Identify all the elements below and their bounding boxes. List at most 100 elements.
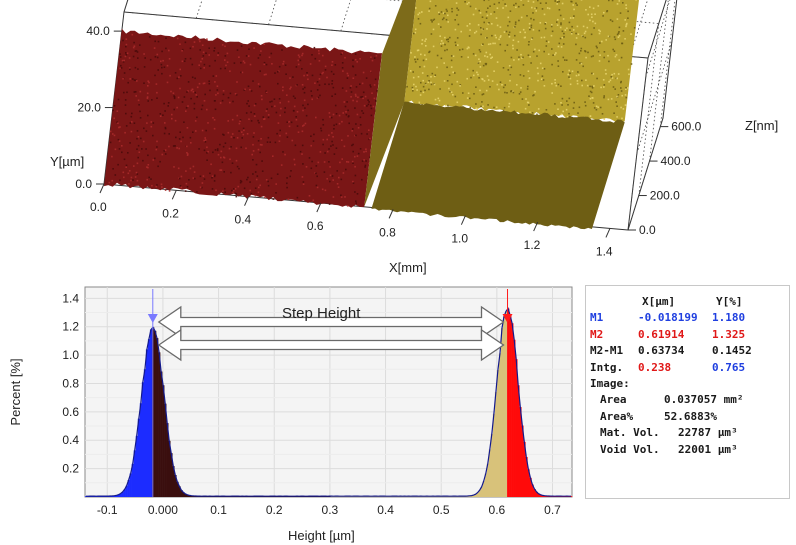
- surface-speckle: [318, 52, 320, 55]
- surface-step-wall: [364, 0, 417, 207]
- surface-speckle: [271, 100, 273, 103]
- surface-speckle: [512, 91, 515, 94]
- surface-speckle: [615, 101, 617, 103]
- surface-speckle: [193, 171, 196, 173]
- surface-speckle: [160, 183, 163, 186]
- histogram-bar: [123, 489, 126, 497]
- surface-speckle: [507, 16, 510, 19]
- surface-speckle: [329, 174, 332, 177]
- surface-speckle: [165, 47, 167, 50]
- surface-speckle: [132, 78, 134, 80]
- surface-speckle: [364, 166, 366, 168]
- surface-speckle: [519, 91, 522, 93]
- surface-speckle: [246, 178, 248, 181]
- surface-speckle: [337, 186, 340, 188]
- surface-speckle: [286, 94, 288, 96]
- surface-speckle: [124, 104, 127, 106]
- surface-speckle: [164, 127, 167, 130]
- surface-speckle: [575, 43, 577, 46]
- histogram-bar: [476, 492, 479, 497]
- surface-speckle: [418, 101, 421, 104]
- surface-speckle: [192, 177, 195, 179]
- surface-speckle: [558, 0, 560, 3]
- surface-speckle: [347, 135, 349, 137]
- surface-speckle: [224, 191, 226, 193]
- surface-speckle: [328, 83, 330, 86]
- surface-speckle: [421, 43, 423, 45]
- surface-speckle: [454, 95, 457, 98]
- surface-speckle: [142, 140, 145, 143]
- surface-speckle: [596, 77, 598, 80]
- surface-speckle: [276, 173, 279, 175]
- surface-speckle: [260, 138, 262, 140]
- surface-speckle: [265, 63, 268, 66]
- histogram-bar: [172, 466, 175, 497]
- surface-speckle: [119, 179, 121, 182]
- surface-speckle: [137, 156, 139, 159]
- surface-speckle: [344, 105, 347, 108]
- surface-speckle: [409, 70, 412, 72]
- info-void-vol-row: Void Vol. 22001 µm³: [590, 442, 789, 458]
- surface-speckle: [466, 77, 468, 80]
- surface-speckle: [460, 56, 463, 58]
- surface-speckle: [580, 50, 582, 52]
- surface-speckle: [297, 63, 300, 66]
- y-tick-label: 0.6: [62, 405, 79, 419]
- surface-speckle: [230, 171, 232, 174]
- surface-speckle: [348, 115, 350, 117]
- surface-speckle: [229, 70, 231, 72]
- surface-speckle: [132, 55, 135, 58]
- surface-speckle: [413, 32, 415, 35]
- surface-speckle: [522, 64, 525, 66]
- surface-speckle: [482, 28, 485, 30]
- surface-speckle: [217, 52, 220, 54]
- surface-speckle: [603, 11, 605, 14]
- surface-speckle: [352, 128, 354, 130]
- surface-speckle: [625, 4, 627, 6]
- surface-speckle: [294, 97, 296, 99]
- surface-speckle: [524, 31, 526, 34]
- surface-speckle: [318, 50, 320, 52]
- surface-speckle: [414, 58, 416, 61]
- surface-speckle: [221, 99, 224, 102]
- histogram-bar: [121, 492, 124, 497]
- surface-speckle: [128, 57, 131, 59]
- surface-speckle: [505, 30, 508, 33]
- surface-speckle: [483, 21, 485, 24]
- surface-speckle: [488, 22, 490, 24]
- surface-speckle: [207, 122, 209, 124]
- surface-speckle: [217, 153, 220, 156]
- surface-speckle: [245, 55, 248, 57]
- surface-speckle: [148, 81, 150, 84]
- surface-speckle: [123, 176, 125, 179]
- surface-speckle: [457, 44, 459, 46]
- surface-speckle: [252, 143, 254, 146]
- surface-speckle: [192, 131, 194, 133]
- surface-speckle: [329, 166, 331, 168]
- surface-speckle: [532, 50, 535, 53]
- surface-speckle: [595, 108, 598, 111]
- surface-speckle: [535, 10, 537, 12]
- surface-speckle: [363, 151, 365, 153]
- surface-speckle: [424, 89, 426, 92]
- surface-speckle: [352, 77, 355, 79]
- surface-speckle: [569, 77, 572, 80]
- histogram-bar: [474, 494, 477, 497]
- surface-speckle: [122, 39, 124, 42]
- surface-speckle: [633, 27, 636, 29]
- histogram-bar: [541, 495, 544, 497]
- surface-speckle: [236, 114, 239, 117]
- surface-speckle: [620, 81, 622, 84]
- surface-speckle: [313, 133, 315, 136]
- surface-speckle: [249, 88, 251, 91]
- surface-speckle: [354, 53, 357, 55]
- histogram-bar: [523, 441, 526, 497]
- surface-speckle: [126, 52, 129, 55]
- surface-speckle: [167, 105, 169, 107]
- surface-speckle: [441, 18, 444, 21]
- surface-speckle: [253, 104, 256, 107]
- surface-speckle: [257, 148, 260, 151]
- surface-speckle: [420, 90, 422, 93]
- surface-speckle: [365, 150, 367, 153]
- surface-speckle: [607, 54, 609, 57]
